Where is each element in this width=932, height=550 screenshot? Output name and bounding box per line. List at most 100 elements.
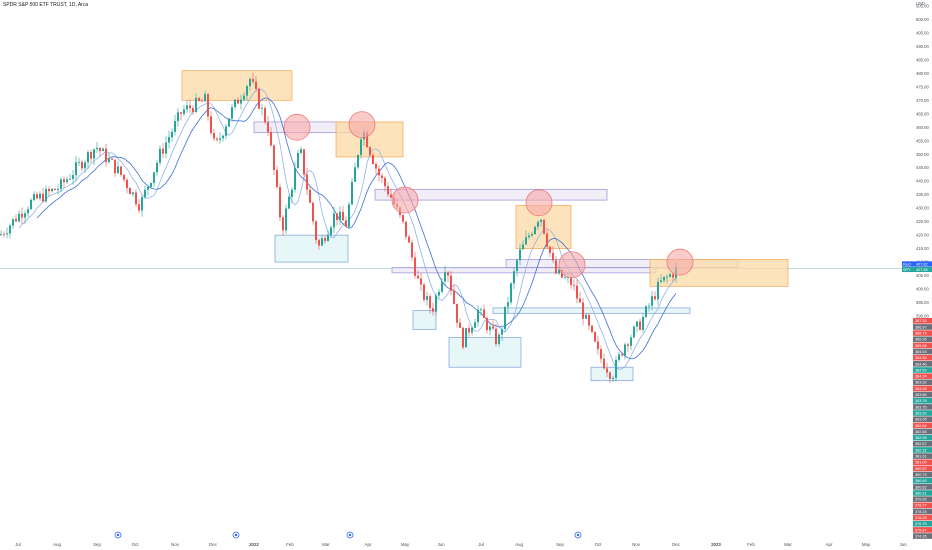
drawing-boxes[interactable] [181,70,789,382]
support-zone-box[interactable] [274,234,349,263]
candle-body [519,249,521,261]
candle-body [387,186,389,195]
price-badge-value: 407.82 [916,262,928,266]
candle-body [285,208,287,231]
candle-body [480,309,482,311]
candle-body [294,167,296,190]
candle-body [264,108,266,123]
order-price-value: 384.06 [915,387,927,391]
candle-body [198,97,200,101]
candle-body [369,147,371,156]
candle-body [351,181,353,205]
order-price-value: 387.33 [915,319,927,323]
candle-body [75,162,77,176]
order-price-tag [913,496,932,502]
candle-body [561,269,563,278]
time-tick-label: Jul [15,542,21,547]
order-price-tag [913,514,932,521]
candle-body [633,326,635,338]
time-tick-label: Nov [171,542,180,547]
order-price-tag [913,342,932,349]
candle-body [279,186,281,218]
earnings-event-dot [348,533,352,537]
order-price-value: 384.53 [915,350,927,354]
candle-body [318,240,320,246]
highlight-circle[interactable] [666,248,694,276]
candle-body [273,145,275,171]
order-price-value: 378.77 [915,504,927,508]
resistance-box[interactable] [374,188,608,201]
support-zone-box[interactable] [412,310,437,330]
candle-body [426,296,428,300]
order-price-value: 383.75 [915,405,927,409]
candle-body [132,192,134,195]
order-price-tag [913,533,932,539]
candle-body [3,234,5,235]
order-price-tag [913,318,932,324]
candle-body [240,99,242,104]
price-badge [902,261,932,267]
price-tick-label: 425.00 [916,219,929,224]
drawing-circles[interactable] [283,111,694,279]
candle-body [357,154,359,168]
candle-body [411,242,413,258]
order-price-tag [913,422,932,429]
candle-body [195,97,197,113]
candle-body [114,159,116,174]
candle-body [288,196,290,209]
support-zone-box[interactable] [590,366,634,382]
highlight-circle[interactable] [558,251,586,279]
candle-body [609,372,611,379]
price-tick-label: 455.00 [916,138,929,143]
order-price-value: 386.97 [915,325,927,329]
candle-body [102,148,104,152]
order-price-value: 385.96 [915,338,927,342]
supply-zone-box[interactable] [181,70,293,101]
candle-body [660,280,662,282]
candle-body [552,252,554,261]
event-markers[interactable] [114,531,582,539]
candle-body [531,233,533,236]
time-tick-label: Dec [672,542,681,547]
candle-body [309,189,311,203]
time-axis[interactable]: Jul Aug Sep Oct Nov Dec 2022 Feb Mar Apr May Jun Jul… [15,542,907,547]
order-price-tag [913,373,932,379]
candle-body [258,88,260,109]
candle-body [177,112,179,121]
candle-body [42,193,44,202]
candle-body [69,178,71,180]
highlight-circle[interactable] [391,186,419,214]
support-zone-box[interactable] [492,307,691,314]
candle-body [150,182,152,187]
price-tick-label: 395.00 [916,300,929,305]
candle-body [21,213,23,218]
candle-body [216,138,218,140]
candle-body [204,94,206,102]
candle-body [243,95,245,100]
resistance-box[interactable] [391,267,657,274]
order-price-tag [913,490,932,496]
order-price-value: 383.85 [915,393,927,397]
candle-body [36,194,38,199]
price-tick-label: 475.00 [916,84,929,89]
highlight-circle[interactable] [348,111,376,139]
candle-body [12,218,14,226]
candle-body [168,137,170,143]
support-zone-box[interactable] [448,337,522,368]
candle-body [549,246,551,253]
price-badge [902,266,932,273]
candle-body [648,305,650,307]
highlight-circle[interactable] [525,189,553,217]
time-tick-label: May [401,542,410,547]
candle-body [528,235,530,238]
highlight-circle[interactable] [283,113,311,141]
price-tick-label: 490.00 [916,44,929,49]
candle-body [60,179,62,189]
candle-body [546,233,548,247]
candle-body [147,186,149,190]
candle-body [180,112,182,114]
time-tick-label: Mar [322,542,330,547]
candle-body [54,188,56,190]
